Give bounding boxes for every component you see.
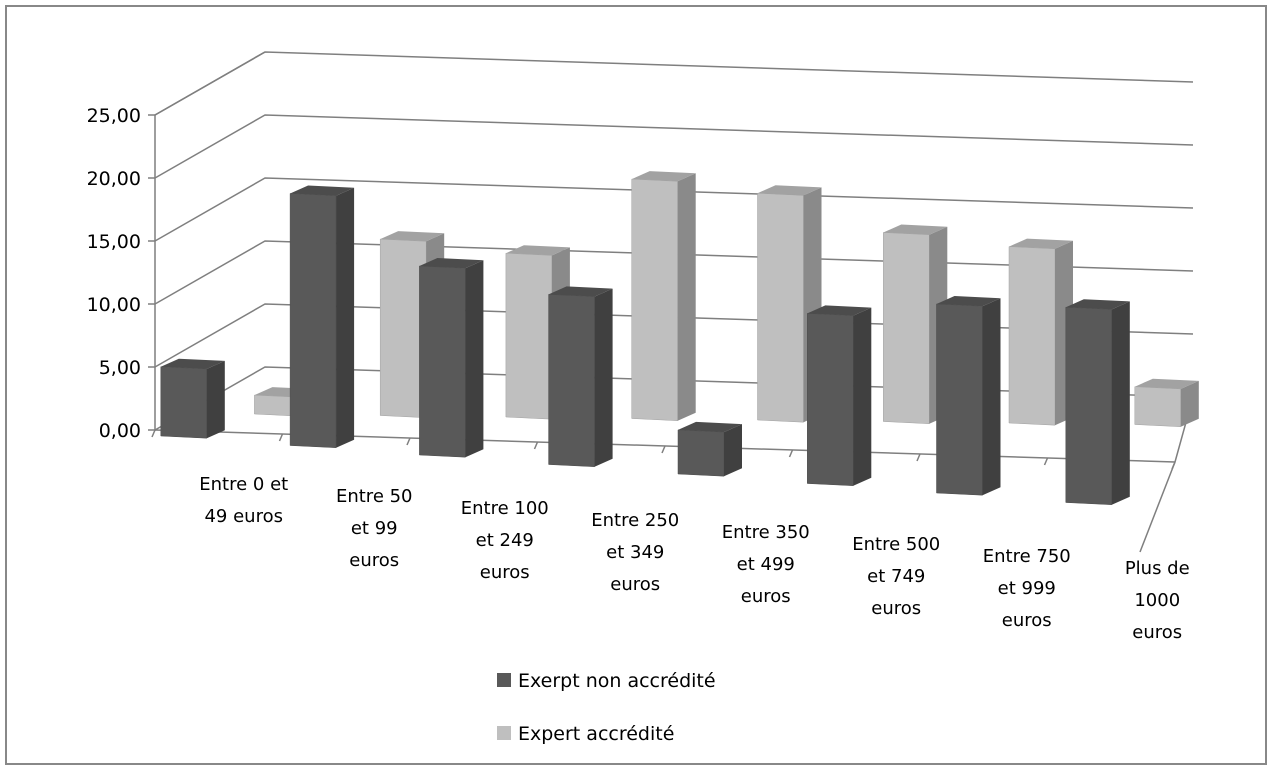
- bar-exerpt-non-accredite-3: [419, 258, 484, 458]
- bar-exerpt-non-accredite-7: [936, 296, 1001, 496]
- bar-exerpt-non-accredite-5: [677, 421, 742, 477]
- legend-item: Exerpt non accrédité: [497, 670, 716, 692]
- bar-front-face: [677, 429, 725, 477]
- gridline: [154, 51, 1194, 116]
- bar-expert-accredite-7: [1008, 238, 1073, 426]
- x-tick-label: Entre 500 et 749 euros: [852, 534, 940, 619]
- bar-exerpt-non-accredite-8: [1065, 299, 1130, 505]
- bar-side-face: [206, 360, 225, 439]
- x-tick-mark: [278, 433, 284, 442]
- bar-front-face: [807, 313, 854, 486]
- legend: Exerpt non accrédité Expert accrédité: [497, 670, 716, 745]
- bar-side-face: [1180, 380, 1199, 427]
- x-tick-mark: [1043, 457, 1049, 466]
- x-tick-mark: [661, 445, 666, 454]
- bar-side-face: [677, 173, 696, 421]
- y-tick-label: 20,00: [87, 168, 141, 190]
- legend-swatch: [497, 726, 511, 740]
- bar-side-face: [465, 260, 484, 458]
- x-tick-label: Entre 750 et 999 euros: [983, 546, 1071, 631]
- x-tick-mark: [533, 441, 539, 450]
- bar-top-face: [290, 185, 355, 196]
- bar-exerpt-non-accredite-1: [160, 358, 225, 439]
- bar-front-face: [548, 294, 595, 467]
- bar-front-face: [505, 252, 553, 420]
- bar-front-face: [631, 178, 678, 421]
- bar-top-face: [419, 258, 484, 269]
- bar-top-face: [678, 421, 742, 433]
- y-tick-label: 25,00: [87, 105, 141, 127]
- bar-exerpt-non-accredite-6: [807, 305, 872, 486]
- bar-side-face: [594, 288, 613, 467]
- x-axis-depth-edge: [1139, 461, 1176, 553]
- bar-top-face: [548, 286, 613, 297]
- bar-front-face: [1134, 386, 1182, 427]
- bars: [160, 171, 1199, 505]
- bar-side-face: [853, 307, 872, 486]
- bar-top-face: [1009, 238, 1073, 249]
- bar-top-face: [160, 358, 225, 369]
- x-tick-mark: [916, 453, 921, 462]
- bar-top-face: [936, 296, 1001, 307]
- bar-top-face: [1065, 299, 1130, 310]
- y-tick-label: 15,00: [87, 231, 141, 253]
- bar-front-face: [1008, 246, 1056, 426]
- bar-top-face: [505, 245, 570, 256]
- x-tick-label: Entre 350 et 499 euros: [722, 522, 810, 607]
- bar-side-face: [1111, 301, 1130, 505]
- x-tick-mark: [788, 449, 794, 458]
- bar-expert-accredite-8: [1134, 378, 1199, 427]
- gridline: [154, 177, 1194, 242]
- bar-top-face: [631, 171, 696, 182]
- legend-swatch: [497, 673, 511, 687]
- bar-side-face: [724, 424, 742, 477]
- bar-top-face: [757, 185, 822, 196]
- x-tick-label: Entre 0 et 49 euros: [199, 474, 288, 527]
- bar-exerpt-non-accredite-4: [548, 286, 613, 467]
- x-tick-label: Entre 50 et 99 euros: [336, 486, 413, 571]
- x-tick-mark: [406, 437, 411, 446]
- y-tick-label: 0,00: [99, 420, 141, 442]
- bar-top-face: [883, 224, 948, 235]
- bar-front-face: [757, 192, 804, 423]
- y-tick-label: 5,00: [99, 357, 141, 379]
- x-tick-label: Plus de 1000 euros: [1125, 558, 1190, 643]
- bar-top-face: [807, 305, 872, 316]
- y-axis-tick-labels: 0,00 5,00 10,00 15,00 20,00 25,00: [87, 105, 141, 442]
- bar-front-face: [419, 265, 466, 458]
- legend-label: Expert accrédité: [518, 723, 674, 745]
- bar-front-face: [1065, 306, 1113, 505]
- bar-top-face: [380, 231, 445, 242]
- legend-item: Expert accrédité: [497, 723, 674, 745]
- x-tick-mark: [151, 429, 156, 438]
- y-tick-label: 10,00: [87, 294, 141, 316]
- bar-exerpt-non-accredite-2: [289, 185, 355, 448]
- gridline: [154, 114, 1194, 179]
- bar-front-face: [883, 232, 930, 424]
- bar-side-face: [336, 187, 355, 448]
- bar-expert-accredite-4: [631, 171, 696, 421]
- x-tick-label: Entre 250 et 349 euros: [591, 510, 679, 595]
- x-tick-label: Entre 100 et 249 euros: [461, 498, 549, 583]
- bar-front-face: [936, 303, 983, 496]
- bar-top-face: [1134, 378, 1199, 389]
- bar-front-face: [289, 193, 337, 448]
- x-tick-mark: [1171, 461, 1176, 470]
- legend-label: Exerpt non accrédité: [518, 670, 716, 692]
- x-axis-tick-labels: Entre 0 et 49 euros Entre 50 et 99 euros Entr…: [199, 474, 1189, 643]
- bar-side-face: [982, 298, 1001, 496]
- bar-front-face: [160, 366, 208, 439]
